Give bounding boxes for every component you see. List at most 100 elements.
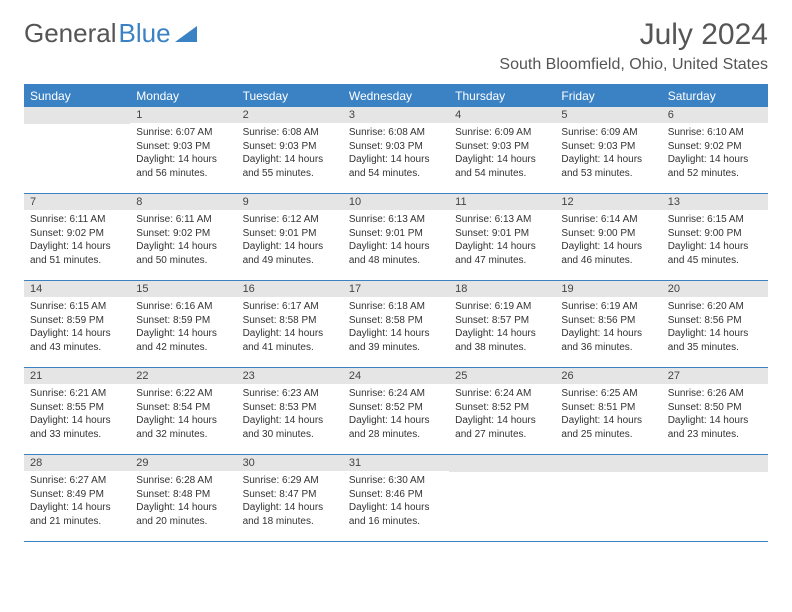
daylight-line: Daylight: 14 hours and 49 minutes. <box>243 240 337 267</box>
sunset-line: Sunset: 9:03 PM <box>455 140 549 154</box>
daylight-line: Daylight: 14 hours and 51 minutes. <box>30 240 124 267</box>
sunset-line: Sunset: 9:01 PM <box>455 227 549 241</box>
sunset-line: Sunset: 9:03 PM <box>561 140 655 154</box>
day-details: Sunrise: 6:13 AMSunset: 9:01 PMDaylight:… <box>449 210 555 271</box>
calendar-day: 6Sunrise: 6:10 AMSunset: 9:02 PMDaylight… <box>662 107 768 193</box>
calendar-week: 21Sunrise: 6:21 AMSunset: 8:55 PMDayligh… <box>24 368 768 455</box>
daylight-line: Daylight: 14 hours and 21 minutes. <box>30 501 124 528</box>
day-number: 20 <box>662 281 768 297</box>
day-number: 18 <box>449 281 555 297</box>
sunrise-line: Sunrise: 6:16 AM <box>136 300 230 314</box>
weekday-header: Saturday <box>662 85 768 107</box>
calendar-day: 4Sunrise: 6:09 AMSunset: 9:03 PMDaylight… <box>449 107 555 193</box>
sunrise-line: Sunrise: 6:08 AM <box>349 126 443 140</box>
sunrise-line: Sunrise: 6:19 AM <box>455 300 549 314</box>
calendar-day: 11Sunrise: 6:13 AMSunset: 9:01 PMDayligh… <box>449 194 555 280</box>
sunset-line: Sunset: 8:48 PM <box>136 488 230 502</box>
daylight-line: Daylight: 14 hours and 47 minutes. <box>455 240 549 267</box>
day-details: Sunrise: 6:20 AMSunset: 8:56 PMDaylight:… <box>662 297 768 358</box>
calendar-day: 26Sunrise: 6:25 AMSunset: 8:51 PMDayligh… <box>555 368 661 454</box>
calendar-day: 24Sunrise: 6:24 AMSunset: 8:52 PMDayligh… <box>343 368 449 454</box>
day-details: Sunrise: 6:28 AMSunset: 8:48 PMDaylight:… <box>130 471 236 532</box>
sunrise-line: Sunrise: 6:27 AM <box>30 474 124 488</box>
day-number: 3 <box>343 107 449 123</box>
calendar-day <box>662 455 768 541</box>
calendar-day: 13Sunrise: 6:15 AMSunset: 9:00 PMDayligh… <box>662 194 768 280</box>
daylight-line: Daylight: 14 hours and 35 minutes. <box>668 327 762 354</box>
daylight-line: Daylight: 14 hours and 30 minutes. <box>243 414 337 441</box>
daylight-line: Daylight: 14 hours and 32 minutes. <box>136 414 230 441</box>
sunset-line: Sunset: 9:03 PM <box>349 140 443 154</box>
sunset-line: Sunset: 9:02 PM <box>136 227 230 241</box>
daylight-line: Daylight: 14 hours and 56 minutes. <box>136 153 230 180</box>
calendar-day <box>24 107 130 193</box>
day-details: Sunrise: 6:25 AMSunset: 8:51 PMDaylight:… <box>555 384 661 445</box>
calendar-day: 19Sunrise: 6:19 AMSunset: 8:56 PMDayligh… <box>555 281 661 367</box>
day-details: Sunrise: 6:24 AMSunset: 8:52 PMDaylight:… <box>343 384 449 445</box>
day-details: Sunrise: 6:13 AMSunset: 9:01 PMDaylight:… <box>343 210 449 271</box>
day-number: 28 <box>24 455 130 471</box>
daylight-line: Daylight: 14 hours and 53 minutes. <box>561 153 655 180</box>
day-number <box>24 107 130 124</box>
calendar-day: 10Sunrise: 6:13 AMSunset: 9:01 PMDayligh… <box>343 194 449 280</box>
sunset-line: Sunset: 8:59 PM <box>136 314 230 328</box>
weekday-header: Thursday <box>449 85 555 107</box>
sunrise-line: Sunrise: 6:14 AM <box>561 213 655 227</box>
day-details: Sunrise: 6:21 AMSunset: 8:55 PMDaylight:… <box>24 384 130 445</box>
sunrise-line: Sunrise: 6:13 AM <box>455 213 549 227</box>
day-number <box>662 455 768 472</box>
sunset-line: Sunset: 8:53 PM <box>243 401 337 415</box>
day-number: 7 <box>24 194 130 210</box>
sunset-line: Sunset: 9:02 PM <box>30 227 124 241</box>
weekday-header: Monday <box>130 85 236 107</box>
daylight-line: Daylight: 14 hours and 50 minutes. <box>136 240 230 267</box>
daylight-line: Daylight: 14 hours and 46 minutes. <box>561 240 655 267</box>
sunrise-line: Sunrise: 6:23 AM <box>243 387 337 401</box>
sunset-line: Sunset: 8:52 PM <box>349 401 443 415</box>
calendar-day <box>555 455 661 541</box>
calendar-week: 28Sunrise: 6:27 AMSunset: 8:49 PMDayligh… <box>24 455 768 542</box>
daylight-line: Daylight: 14 hours and 25 minutes. <box>561 414 655 441</box>
day-details: Sunrise: 6:11 AMSunset: 9:02 PMDaylight:… <box>24 210 130 271</box>
day-number: 6 <box>662 107 768 123</box>
calendar-day: 5 Sunrise: 6:09 AMSunset: 9:03 PMDaylight… <box>555 107 661 193</box>
calendar-day: 21Sunrise: 6:21 AMSunset: 8:55 PMDayligh… <box>24 368 130 454</box>
day-number: 12 <box>555 194 661 210</box>
sunset-line: Sunset: 9:01 PM <box>243 227 337 241</box>
sunset-line: Sunset: 8:57 PM <box>455 314 549 328</box>
sunrise-line: Sunrise: 6:15 AM <box>668 213 762 227</box>
sunset-line: Sunset: 8:56 PM <box>668 314 762 328</box>
sunrise-line: Sunrise: 6:09 AM <box>455 126 549 140</box>
daylight-line: Daylight: 14 hours and 28 minutes. <box>349 414 443 441</box>
day-details: Sunrise: 6:30 AMSunset: 8:46 PMDaylight:… <box>343 471 449 532</box>
day-details: Sunrise: 6:10 AMSunset: 9:02 PMDaylight:… <box>662 123 768 184</box>
sunset-line: Sunset: 8:47 PM <box>243 488 337 502</box>
day-details: Sunrise: 6:24 AMSunset: 8:52 PMDaylight:… <box>449 384 555 445</box>
calendar-day: 14Sunrise: 6:15 AMSunset: 8:59 PMDayligh… <box>24 281 130 367</box>
calendar-week: 14Sunrise: 6:15 AMSunset: 8:59 PMDayligh… <box>24 281 768 368</box>
day-details: Sunrise: 6:15 AMSunset: 9:00 PMDaylight:… <box>662 210 768 271</box>
daylight-line: Daylight: 14 hours and 52 minutes. <box>668 153 762 180</box>
sunset-line: Sunset: 8:55 PM <box>30 401 124 415</box>
daylight-line: Daylight: 14 hours and 38 minutes. <box>455 327 549 354</box>
brand-part1: General <box>24 18 117 49</box>
sunrise-line: Sunrise: 6:26 AM <box>668 387 762 401</box>
daylight-line: Daylight: 14 hours and 41 minutes. <box>243 327 337 354</box>
calendar-day: 17Sunrise: 6:18 AMSunset: 8:58 PMDayligh… <box>343 281 449 367</box>
brand-part2: Blue <box>119 18 171 49</box>
sunrise-line: Sunrise: 6:24 AM <box>455 387 549 401</box>
day-details: Sunrise: 6:19 AMSunset: 8:56 PMDaylight:… <box>555 297 661 358</box>
sunrise-line: Sunrise: 6:09 AM <box>561 126 655 140</box>
day-number: 14 <box>24 281 130 297</box>
day-number: 31 <box>343 455 449 471</box>
day-details: Sunrise: 6:19 AMSunset: 8:57 PMDaylight:… <box>449 297 555 358</box>
day-number: 5 <box>555 107 661 123</box>
title-block: July 2024 South Bloomfield, Ohio, United… <box>499 18 768 74</box>
sunrise-line: Sunrise: 6:24 AM <box>349 387 443 401</box>
daylight-line: Daylight: 14 hours and 55 minutes. <box>243 153 337 180</box>
daylight-line: Daylight: 14 hours and 27 minutes. <box>455 414 549 441</box>
daylight-line: Daylight: 14 hours and 48 minutes. <box>349 240 443 267</box>
calendar-day: 23Sunrise: 6:23 AMSunset: 8:53 PMDayligh… <box>237 368 343 454</box>
day-number: 17 <box>343 281 449 297</box>
sunrise-line: Sunrise: 6:29 AM <box>243 474 337 488</box>
